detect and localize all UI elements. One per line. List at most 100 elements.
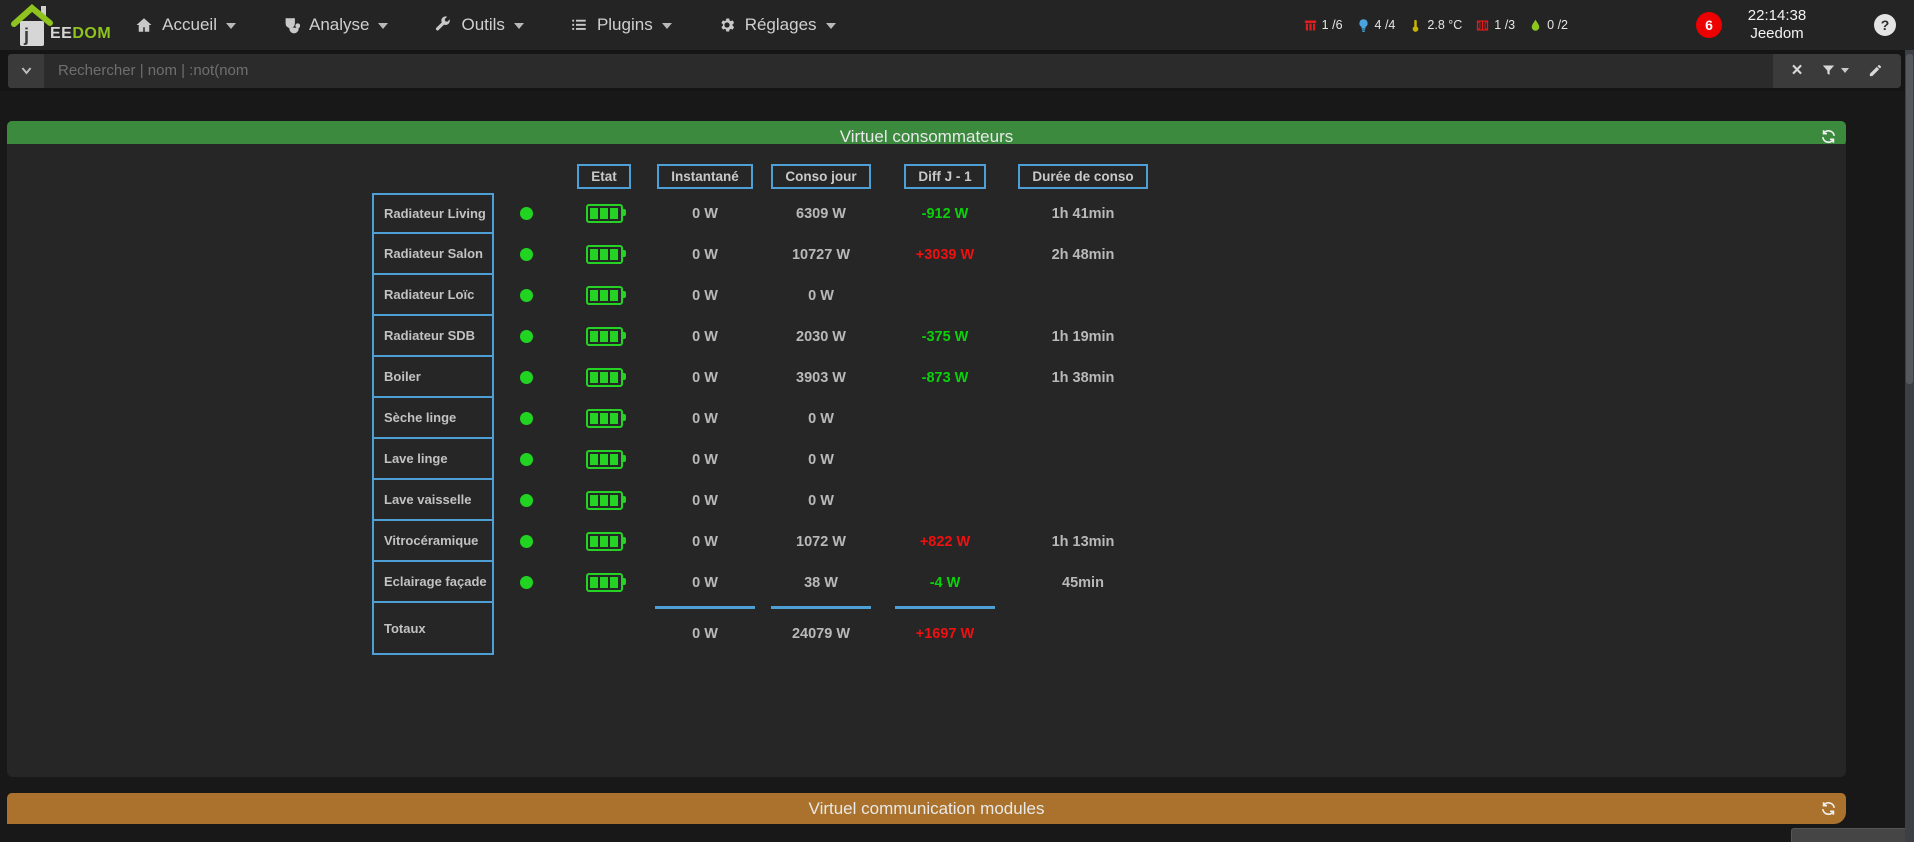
device-name: Totaux xyxy=(384,621,426,636)
clear-search-button[interactable]: × xyxy=(1791,61,1802,80)
device-name-box[interactable]: Sèche linge xyxy=(372,398,494,439)
device-name: Lave linge xyxy=(384,451,448,466)
daily-conso-value: 3903 W xyxy=(760,370,882,386)
device-name-box[interactable]: Lave linge xyxy=(372,439,494,480)
table-row: Boiler 0 W 3903 W -873 W 1h 38min xyxy=(372,357,1846,398)
status-windows[interactable]: 1 /3 xyxy=(1475,18,1515,33)
instant-power-value: 0 W xyxy=(650,452,760,468)
device-name: Eclairage façade xyxy=(384,574,487,589)
column-duree-conso: Durée de conso xyxy=(1018,164,1147,189)
online-status-dot xyxy=(520,412,533,425)
shutter-icon xyxy=(1303,18,1318,33)
table-row: Totaux 0 W 24079 W +1697 W xyxy=(372,603,1846,655)
battery-icon xyxy=(586,532,623,551)
device-name-box[interactable]: Radiateur Salon xyxy=(372,234,494,275)
online-status-dot xyxy=(520,535,533,548)
menu-analyse[interactable]: Analyse xyxy=(282,15,388,35)
status-water[interactable]: 0 /2 xyxy=(1528,18,1568,33)
consumers-panel: Virtuel consommateurs Etat Instantané Co… xyxy=(7,121,1846,777)
top-navbar: j EEDOM Accueil Analyse Outils xyxy=(0,0,1914,50)
main-menu: Accueil Analyse Outils Plugins xyxy=(135,15,835,35)
communication-panel: Virtuel communication modules xyxy=(7,793,1846,824)
diff-value: +822 W xyxy=(882,534,1008,550)
duration-value: 1h 38min xyxy=(1008,370,1158,386)
gear-icon xyxy=(718,16,736,34)
online-status-dot xyxy=(520,371,533,384)
device-name: Radiateur SDB xyxy=(384,328,475,343)
daily-conso-value: 0 W xyxy=(760,493,882,509)
online-status-dot xyxy=(520,330,533,343)
duration-value: 1h 41min xyxy=(1008,206,1158,222)
refresh-icon[interactable] xyxy=(1820,128,1837,145)
instant-power-value: 0 W xyxy=(650,247,760,263)
page-scrollbar[interactable] xyxy=(1905,50,1914,842)
navbar-right: 1 /6 4 /4 2.8 °C 1 /3 xyxy=(1303,7,1914,43)
drop-icon xyxy=(1528,18,1543,33)
device-name: Lave vaisselle xyxy=(384,492,471,507)
chevron-down-icon xyxy=(1841,68,1849,73)
thermometer-icon xyxy=(1408,18,1423,33)
help-button[interactable]: ? xyxy=(1874,14,1896,36)
battery-icon xyxy=(586,368,623,387)
home-icon xyxy=(135,16,153,34)
menu-reglages[interactable]: Réglages xyxy=(718,15,836,35)
consumers-panel-body: Etat Instantané Conso jour Diff J - 1 Du… xyxy=(7,144,1846,777)
jeedom-logo-text: EEDOM xyxy=(50,25,111,43)
scrollbar-thumb[interactable] xyxy=(1906,54,1913,384)
duration-value: 1h 13min xyxy=(1008,534,1158,550)
edit-button[interactable] xyxy=(1868,63,1883,78)
status-temperature[interactable]: 2.8 °C xyxy=(1408,18,1462,33)
column-diff-j1: Diff J - 1 xyxy=(904,164,985,189)
device-name-box[interactable]: Vitrocéramique xyxy=(372,521,494,562)
table-row: Vitrocéramique 0 W 1072 W +822 W 1h 13mi… xyxy=(372,521,1846,562)
device-name-box[interactable]: Radiateur Loïc xyxy=(372,275,494,316)
status-summary: 1 /6 4 /4 2.8 °C 1 /3 xyxy=(1303,18,1568,33)
device-name-box[interactable]: Lave vaisselle xyxy=(372,480,494,521)
notification-badge[interactable]: 6 xyxy=(1696,12,1722,38)
consumers-table: Etat Instantané Conso jour Diff J - 1 Du… xyxy=(372,152,1846,655)
instant-power-value: 0 W xyxy=(650,603,760,655)
refresh-icon[interactable] xyxy=(1820,800,1837,817)
search-bar: × xyxy=(0,50,1914,91)
device-name: Radiateur Salon xyxy=(384,246,483,261)
communication-panel-header: Virtuel communication modules xyxy=(7,793,1846,824)
status-lights[interactable]: 4 /4 xyxy=(1356,18,1396,33)
chevron-down-icon xyxy=(378,23,388,29)
search-scope-dropdown[interactable] xyxy=(8,54,44,88)
device-name-box[interactable]: Eclairage façade xyxy=(372,562,494,603)
stethoscope-icon xyxy=(282,16,300,34)
menu-label: Accueil xyxy=(162,15,217,35)
table-row: Eclairage façade 0 W 38 W -4 W 45min xyxy=(372,562,1846,603)
menu-outils[interactable]: Outils xyxy=(434,15,523,35)
duration-value: 45min xyxy=(1008,575,1158,591)
menu-plugins[interactable]: Plugins xyxy=(570,15,672,35)
battery-icon xyxy=(586,245,623,264)
menu-label: Analyse xyxy=(309,15,369,35)
search-input[interactable] xyxy=(44,54,1773,88)
device-name-box[interactable]: Radiateur SDB xyxy=(372,316,494,357)
status-shutters[interactable]: 1 /6 xyxy=(1303,18,1343,33)
device-name-box[interactable]: Boiler xyxy=(372,357,494,398)
wrench-icon xyxy=(434,16,452,34)
window-icon xyxy=(1475,18,1490,33)
battery-icon xyxy=(586,286,623,305)
device-name-box[interactable]: Radiateur Living xyxy=(372,193,494,234)
table-row: Radiateur Living 0 W 6309 W -912 W 1h 41… xyxy=(372,193,1846,234)
jeedom-logo[interactable]: j EEDOM xyxy=(10,4,111,46)
battery-icon xyxy=(586,327,623,346)
menu-label: Outils xyxy=(461,15,504,35)
online-status-dot xyxy=(520,494,533,507)
status-value: 4 /4 xyxy=(1375,18,1396,32)
device-name: Radiateur Living xyxy=(384,206,486,221)
table-row: Radiateur SDB 0 W 2030 W -375 W 1h 19min xyxy=(372,316,1846,357)
table-row: Radiateur Salon 0 W 10727 W +3039 W 2h 4… xyxy=(372,234,1846,275)
menu-accueil[interactable]: Accueil xyxy=(135,15,236,35)
device-name: Radiateur Loïc xyxy=(384,287,474,302)
filter-button[interactable] xyxy=(1821,63,1849,78)
chevron-down-icon xyxy=(226,23,236,29)
table-row: Radiateur Loïc 0 W 0 W xyxy=(372,275,1846,316)
device-name-box[interactable]: Totaux xyxy=(372,603,494,655)
battery-icon xyxy=(586,409,623,428)
clock: 22:14:38 xyxy=(1738,7,1816,25)
chevron-down-icon xyxy=(20,64,33,77)
